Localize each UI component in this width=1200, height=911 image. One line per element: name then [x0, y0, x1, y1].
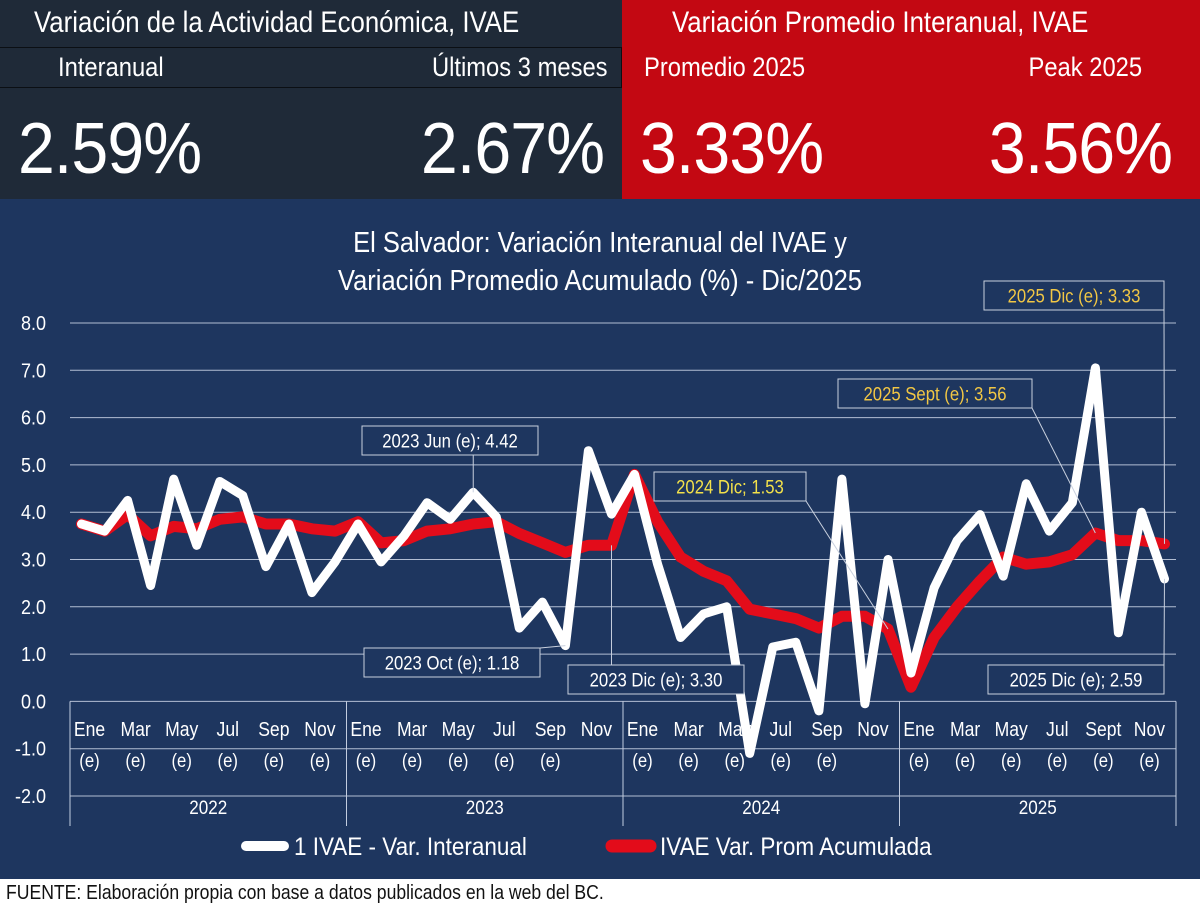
- x-month-label: Ene: [627, 718, 658, 740]
- y-tick-label: 1.0: [21, 644, 46, 666]
- x-year-label: 2023: [466, 797, 504, 818]
- x-month-label: Nov: [857, 718, 889, 740]
- average-panel: [622, 0, 1200, 199]
- x-month-label: Jul: [770, 718, 792, 740]
- y-tick-label: 0.0: [21, 692, 46, 714]
- x-month-label: Mar: [673, 718, 703, 740]
- x-month-label: Ene: [350, 718, 381, 740]
- y-tick-label: -1.0: [15, 739, 46, 761]
- x-estimate-mark: (e): [817, 750, 837, 771]
- x-month-label: Mar: [950, 718, 980, 740]
- legend-label-promedio: IVAE Var. Prom Acumulada: [660, 833, 932, 861]
- x-estimate-mark: (e): [1047, 750, 1067, 771]
- x-estimate-mark: (e): [909, 750, 929, 771]
- y-tick-label: 7.0: [21, 360, 46, 382]
- x-estimate-mark: (e): [955, 750, 975, 771]
- chart-subtitle: Variación Promedio Acumulado (%) - Dic/2…: [338, 263, 862, 296]
- annotation-box: [653, 471, 807, 502]
- annotation-box: [363, 647, 541, 678]
- y-tick-label: 6.0: [21, 408, 46, 430]
- annotation-label: 2025 Dic (e); 2.59: [1010, 670, 1143, 691]
- annotation-box: [837, 378, 1033, 409]
- x-month-label: Ene: [74, 718, 105, 740]
- chart-title: El Salvador: Variación Interanual del IV…: [353, 225, 847, 258]
- x-estimate-mark: (e): [171, 750, 191, 771]
- annotation-box: [983, 280, 1165, 311]
- annotation-leader: [805, 500, 889, 630]
- annotation-label: 2023 Oct (e); 1.18: [385, 653, 520, 674]
- average-panel-title: Variación Promedio Interanual, IVAE: [672, 6, 1089, 39]
- x-estimate-mark: (e): [218, 750, 238, 771]
- series-line-promedio: [76, 468, 1170, 693]
- activity-panel-title: Variación de la Actividad Económica, IVA…: [34, 6, 520, 39]
- x-estimate-mark: (e): [1139, 750, 1159, 771]
- x-month-label: Jul: [1046, 718, 1068, 740]
- x-estimate-mark: (e): [678, 750, 698, 771]
- x-month-label: Mar: [120, 718, 150, 740]
- x-month-label: Nov: [581, 718, 613, 740]
- x-estimate-mark: (e): [448, 750, 468, 771]
- y-tick-label: 3.0: [21, 550, 46, 572]
- x-estimate-mark: (e): [724, 750, 744, 771]
- x-month-label: Sep: [535, 718, 566, 740]
- kpi-interanual-value: 2.59%: [18, 109, 202, 189]
- activity-panel: [0, 0, 622, 199]
- x-month-label: Jul: [217, 718, 239, 740]
- kpi-interanual-label: Interanual: [58, 52, 164, 82]
- kpi-peak2025-value: 3.56%: [988, 109, 1173, 189]
- x-estimate-mark: (e): [1093, 750, 1113, 771]
- annotation-leader: [1031, 407, 1096, 534]
- ivae-line-chart: El Salvador: Variación Interanual del IV…: [15, 225, 1177, 861]
- x-month-label: May: [442, 718, 476, 740]
- x-month-label: Sep: [258, 718, 289, 740]
- annotation-leader: [539, 645, 566, 649]
- x-month-label: Sep: [811, 718, 842, 740]
- x-year-label: 2025: [1019, 797, 1057, 818]
- x-estimate-mark: (e): [494, 750, 514, 771]
- x-month-label: Nov: [304, 718, 336, 740]
- annotation-label: 2024 Dic; 1.53: [676, 477, 784, 498]
- x-estimate-mark: (e): [402, 750, 422, 771]
- source-note: FUENTE: Elaboración propia con base a da…: [6, 882, 604, 904]
- annotation-label: 2025 Dic (e); 3.33: [1008, 286, 1141, 307]
- x-estimate-mark: (e): [310, 750, 330, 771]
- x-month-label: Sept: [1085, 718, 1122, 740]
- x-month-label: Nov: [1134, 718, 1166, 740]
- x-estimate-mark: (e): [264, 750, 284, 771]
- annotation-label: 2023 Dic (e); 3.30: [590, 670, 723, 691]
- x-month-label: Jul: [493, 718, 515, 740]
- y-tick-label: 4.0: [21, 502, 46, 524]
- x-estimate-mark: (e): [632, 750, 652, 771]
- x-month-label: May: [165, 718, 199, 740]
- x-year-label: 2024: [742, 797, 780, 818]
- x-month-label: Ene: [903, 718, 934, 740]
- kpi-last3-label: Últimos 3 meses: [432, 52, 608, 82]
- activity-subheader-bar: [0, 47, 622, 88]
- kpi-peak2025-label: Peak 2025: [1028, 52, 1142, 82]
- x-estimate-mark: (e): [540, 750, 560, 771]
- annotation-label: 2023 Jun (e); 4.42: [382, 431, 518, 452]
- x-year-label: 2022: [189, 797, 227, 818]
- y-tick-label: 8.0: [21, 313, 46, 335]
- x-estimate-mark: (e): [356, 750, 376, 771]
- x-estimate-mark: (e): [125, 750, 145, 771]
- y-tick-label: 2.0: [21, 597, 46, 619]
- y-tick-label: -2.0: [15, 786, 46, 808]
- series-line-interanual: [77, 363, 1169, 758]
- x-estimate-mark: (e): [79, 750, 99, 771]
- x-month-label: Mar: [397, 718, 427, 740]
- annotation-box: [361, 425, 539, 456]
- x-estimate-mark: (e): [1001, 750, 1021, 771]
- y-tick-label: 5.0: [21, 455, 46, 477]
- kpi-last3-value: 2.67%: [420, 109, 605, 189]
- kpi-avg2025-label: Promedio 2025: [644, 52, 806, 82]
- kpi-avg2025-value: 3.33%: [640, 109, 824, 189]
- x-month-label: May: [995, 718, 1029, 740]
- annotation-box: [987, 664, 1165, 695]
- legend-label-interanual: 1 IVAE - Var. Interanual: [294, 833, 527, 861]
- annotation-label: 2025 Sept (e); 3.56: [864, 384, 1007, 405]
- annotation-box: [567, 664, 745, 695]
- x-estimate-mark: (e): [771, 750, 791, 771]
